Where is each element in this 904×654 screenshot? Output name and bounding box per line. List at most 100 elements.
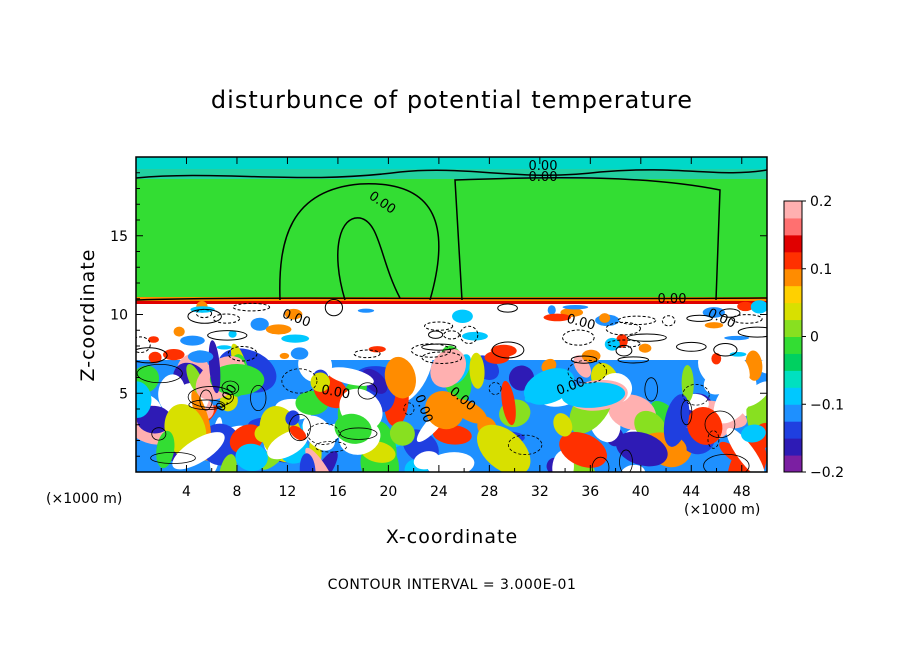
contour-loop [250, 384, 267, 412]
mixed-layer-blob [290, 347, 309, 360]
x-tick-label: 4 [182, 484, 191, 500]
field-blob [289, 425, 307, 441]
colorbar-segment [784, 370, 802, 388]
x-tick-label: 48 [733, 484, 751, 500]
contour-loop [421, 343, 457, 351]
mixed-layer-blob [711, 352, 722, 365]
mixed-layer-blob [702, 307, 725, 318]
contour-label: 0.00 [658, 292, 687, 307]
mixed-layer-blob [284, 308, 303, 320]
contour-loop [617, 356, 650, 364]
x-tick-label: 16 [329, 484, 347, 500]
contour-loop [357, 382, 378, 400]
mixed-layer-blob [187, 350, 214, 363]
colorbar-label: 0.1 [810, 262, 832, 278]
field-blob [561, 382, 626, 408]
field-blob [713, 373, 757, 424]
colorbar-segment [784, 353, 802, 371]
mixed-layer-blob [562, 304, 589, 310]
contour-label: 0.00 [320, 383, 351, 403]
contour-loop [686, 314, 713, 322]
field-blob [425, 391, 464, 430]
contour-loop [353, 349, 381, 359]
field-blob [698, 345, 750, 392]
contour-loop [232, 302, 271, 312]
boundary-orange [136, 297, 767, 302]
contour-loop [424, 321, 454, 331]
mixed-layer-blob [265, 324, 292, 335]
contour-loop [136, 347, 168, 364]
contour-loop [428, 330, 444, 339]
field-blob [136, 381, 152, 418]
contour-loop [324, 298, 343, 317]
x-ticks: 4 8 12 16 20 24 28 32 36 40 44 48 [160, 157, 751, 500]
y-ticks: 5 10 15 [110, 172, 767, 457]
colorbar-segment [784, 455, 802, 473]
field-blob [477, 424, 531, 472]
mixed-layer-blob [729, 352, 747, 357]
contour-label: 0.00 [529, 159, 558, 174]
field-blob [389, 421, 415, 446]
contour-loop [136, 363, 183, 384]
boundary-red [136, 301, 767, 304]
contour-loop [567, 359, 607, 384]
field-blob [334, 413, 372, 444]
contour-loop [615, 344, 633, 357]
mixed-layer-blob [724, 335, 750, 341]
colorbar-segment [784, 234, 802, 253]
contour-loop [314, 441, 347, 453]
x-unit-label-right: (×1000 m) [684, 502, 761, 518]
colorbar: 0.2 0.1 0 −0.1 −0.2 [783, 194, 844, 481]
contour-loop [719, 308, 741, 318]
x-tick-label: 32 [531, 484, 549, 500]
field-blob [430, 348, 467, 388]
x-tick-label: 8 [232, 484, 241, 500]
contour-loop [403, 402, 415, 416]
contour-loop [607, 339, 641, 348]
mixed-layer-blob [148, 336, 159, 343]
contour-loop [281, 368, 318, 394]
x-tick-label: 24 [430, 484, 448, 500]
contour-loop [187, 386, 234, 408]
colorbar-segment [784, 251, 802, 270]
field-blob [741, 424, 766, 443]
field-blob [559, 432, 607, 468]
mixed-layer-blob [599, 313, 611, 323]
contour-line [454, 176, 721, 301]
contour-loop [661, 315, 676, 327]
colorbar-segment [784, 201, 802, 219]
field-blob [209, 363, 265, 396]
contour-label: 0.00 [565, 312, 597, 334]
mixed-layer-blob [368, 346, 386, 353]
contour-loop [497, 303, 518, 313]
y-tick-label: 5 [119, 386, 128, 402]
field-blob [501, 380, 516, 426]
contour-loop [507, 434, 543, 455]
chart-title: disturbunce of potential temperature [210, 86, 694, 114]
colorbar-segment [784, 302, 802, 321]
mixed-layer-blob [452, 309, 473, 323]
x-unit-label-left: (×1000 m) [46, 491, 123, 507]
x-tick-label: 40 [632, 484, 650, 500]
field-blob [726, 427, 765, 472]
contour-loop [713, 343, 738, 357]
colorbar-segment [784, 438, 802, 456]
contour-loop [619, 449, 633, 472]
field-blob [384, 356, 416, 399]
mixed-layer-blob [279, 352, 290, 360]
contour-line [136, 169, 767, 179]
contour-loop [707, 430, 720, 449]
colorbar-label: 0 [810, 330, 819, 346]
mixed-layer-blob [543, 313, 572, 322]
contour-loop [136, 336, 151, 354]
colorbar-label: 0.2 [810, 194, 832, 210]
x-tick-label: 20 [379, 484, 397, 500]
contour-loop [421, 351, 463, 364]
contour-loop [570, 355, 598, 364]
contour-loop [150, 451, 196, 464]
colorbar-segment [784, 268, 802, 287]
contour-loop [459, 325, 479, 344]
mixed-layer-blob [490, 344, 517, 357]
contour-loop [443, 330, 460, 340]
